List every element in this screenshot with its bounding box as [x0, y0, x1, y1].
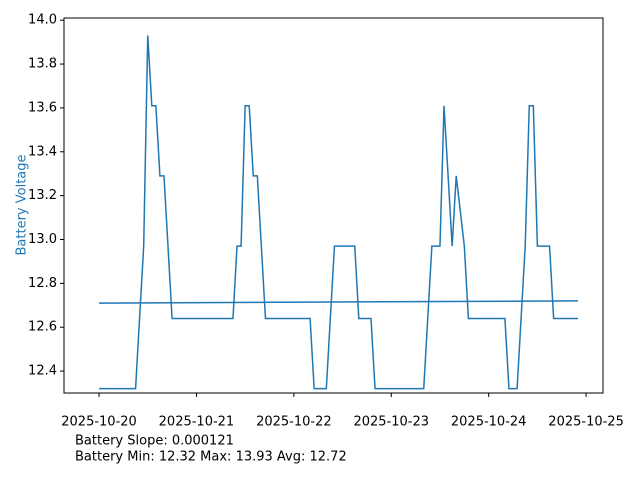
x-tick-label: 2025-10-23	[353, 415, 429, 430]
series-line	[99, 300, 578, 304]
y-tick-label: 13.8	[28, 57, 57, 72]
y-tick-label: 12.8	[28, 276, 57, 291]
y-axis-label: Battery Voltage	[15, 154, 30, 255]
annotation: Battery Slope: 0.000121	[75, 434, 234, 449]
x-tick-label: 2025-10-24	[451, 415, 527, 430]
y-tick-label: 14.0	[28, 13, 57, 28]
series-line	[99, 35, 578, 390]
x-tick-label: 2025-10-22	[256, 415, 332, 430]
y-tick-label: 13.0	[28, 232, 57, 247]
x-tick-label: 2025-10-25	[548, 415, 624, 430]
annotation: Battery Min: 12.32 Max: 13.93 Avg: 12.72	[75, 450, 347, 465]
y-tick-label: 12.4	[28, 364, 57, 379]
x-tick-label: 2025-10-20	[61, 415, 137, 430]
x-tick-label: 2025-10-21	[159, 415, 235, 430]
plot-frame	[63, 17, 604, 394]
y-tick-label: 13.4	[28, 144, 57, 159]
y-tick-label: 12.6	[28, 320, 57, 335]
y-tick-label: 13.2	[28, 188, 57, 203]
y-tick-label: 13.6	[28, 100, 57, 115]
